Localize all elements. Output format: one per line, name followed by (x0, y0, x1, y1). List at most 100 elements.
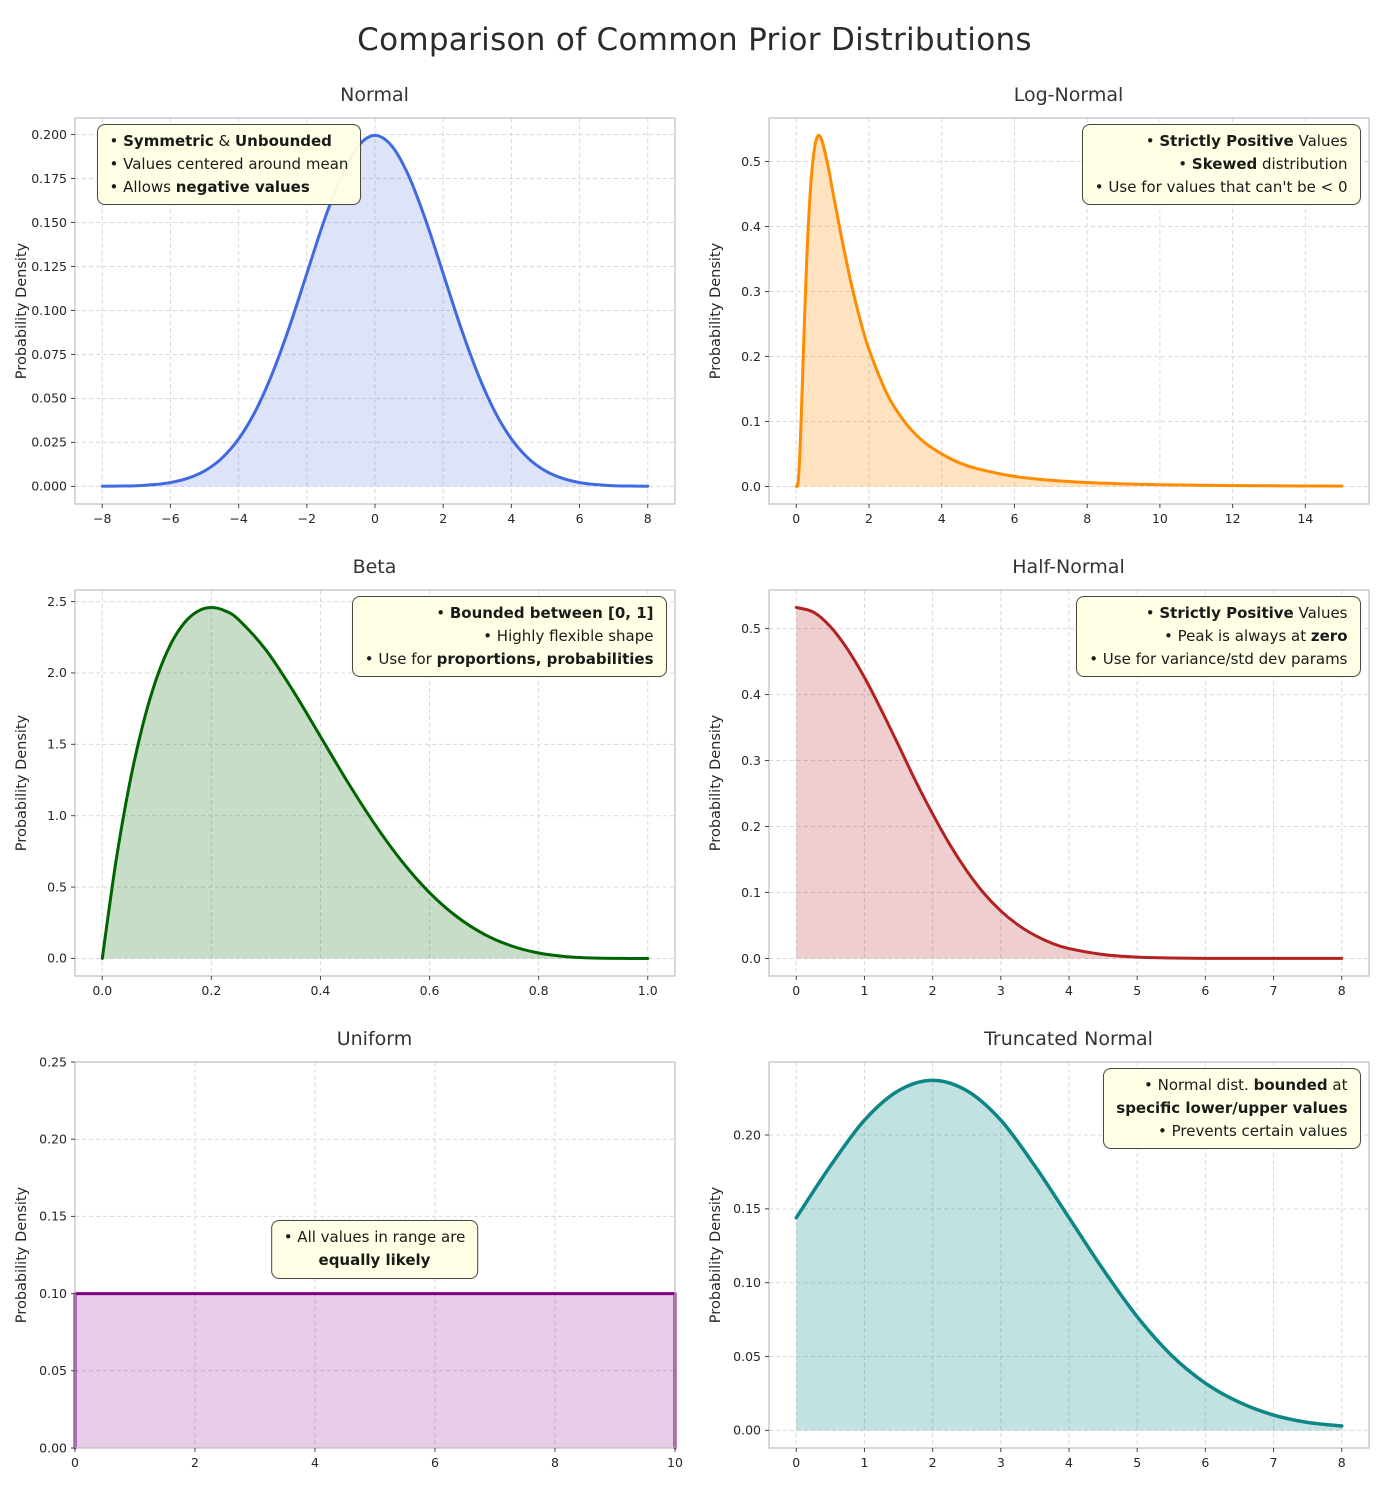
svg-text:0.000: 0.000 (31, 479, 67, 494)
svg-text:0.5: 0.5 (741, 621, 761, 636)
svg-text:0.1: 0.1 (741, 414, 761, 429)
svg-text:8: 8 (551, 1455, 559, 1470)
svg-text:2: 2 (439, 511, 447, 526)
svg-text:0: 0 (792, 1455, 800, 1470)
svg-text:0: 0 (792, 983, 800, 998)
svg-text:6: 6 (1010, 511, 1018, 526)
svg-text:2.0: 2.0 (47, 665, 67, 680)
svg-text:8: 8 (1337, 1455, 1345, 1470)
svg-text:0.200: 0.200 (31, 127, 67, 142)
svg-text:0.0: 0.0 (741, 479, 761, 494)
subplot-title-normal: Normal (340, 84, 409, 106)
svg-text:3: 3 (996, 1455, 1004, 1470)
svg-text:6: 6 (1201, 1455, 1209, 1470)
svg-text:−4: −4 (229, 511, 247, 526)
svg-text:1: 1 (860, 1455, 868, 1470)
svg-text:0.5: 0.5 (47, 879, 67, 894)
svg-text:Probability Density: Probability Density (14, 242, 30, 379)
svg-text:3: 3 (996, 983, 1004, 998)
svg-text:Probability Density: Probability Density (708, 1186, 724, 1323)
subplot-title-half-normal: Half-Normal (1012, 556, 1125, 578)
svg-text:Probability Density: Probability Density (14, 1186, 30, 1323)
svg-text:4: 4 (1065, 1455, 1073, 1470)
svg-text:0.025: 0.025 (31, 435, 67, 450)
svg-text:2: 2 (928, 983, 936, 998)
chart-canvas-truncated-normal: 0 1 2 3 4 5 6 7 8 0.00 0.05 0.10 0.15 0.20 Probability… (708, 1061, 1370, 1470)
chart-canvas-half-normal: 0 1 2 3 4 5 6 7 8 0.0 0.1 0.2 0.3 0.4 0.5 Probability D… (708, 589, 1370, 998)
svg-text:2.5: 2.5 (47, 594, 67, 609)
svg-text:1.0: 1.0 (47, 808, 67, 823)
svg-text:10: 10 (667, 1455, 683, 1470)
subplot-grid: Normal −8 −6 −4 −2 0 2 4 6 8 0.000 0.025 0.050 0.075… (0, 82, 1389, 1482)
plot-area: −8 −6 −4 −2 0 2 4 6 8 0.000 0.025 0.050 0.075 0.100 0.… (11, 108, 687, 538)
svg-text:4: 4 (311, 1455, 319, 1470)
plot-area: 0 2 4 6 8 10 0.00 0.05 0.10 0.15 0.20 0.25 Probabili… (11, 1052, 687, 1482)
svg-text:0.175: 0.175 (31, 171, 67, 186)
chart-canvas-normal: −8 −6 −4 −2 0 2 4 6 8 0.000 0.025 0.050 0.075 0.100 0.… (14, 117, 676, 526)
svg-text:1: 1 (860, 983, 868, 998)
svg-text:0.15: 0.15 (733, 1201, 761, 1216)
plot-area: 0 1 2 3 4 5 6 7 8 0.0 0.1 0.2 0.3 0.4 0.5 Probability D… (705, 580, 1381, 1010)
svg-text:14: 14 (1297, 511, 1313, 526)
svg-text:5: 5 (1133, 1455, 1141, 1470)
svg-text:10: 10 (1151, 511, 1167, 526)
svg-text:8: 8 (1337, 983, 1345, 998)
svg-text:0.050: 0.050 (31, 391, 67, 406)
annotation-box: • Strictly Positive Values • Skewed distr… (1081, 124, 1361, 206)
chart-canvas-beta: 0.0 0.2 0.4 0.6 0.8 1.0 0.0 0.5 1.0 1.5 2.0 2.5 Prob… (14, 589, 676, 998)
svg-text:0.3: 0.3 (741, 753, 761, 768)
svg-text:0.0: 0.0 (47, 951, 67, 966)
svg-text:0.00: 0.00 (733, 1423, 761, 1438)
svg-text:0.5: 0.5 (741, 154, 761, 169)
svg-text:0.10: 0.10 (733, 1275, 761, 1290)
chart-canvas-uniform: 0 2 4 6 8 10 0.00 0.05 0.10 0.15 0.20 0.25 Probabili… (14, 1054, 683, 1470)
svg-text:0.15: 0.15 (39, 1209, 67, 1224)
svg-text:7: 7 (1269, 1455, 1277, 1470)
annotation-box: • Strictly Positive Values • Peak is alwa… (1076, 596, 1361, 678)
annotation-box: • All values in range are equally likely (270, 1220, 479, 1279)
svg-text:0.00: 0.00 (39, 1440, 67, 1455)
svg-text:−2: −2 (297, 511, 315, 526)
svg-text:0.075: 0.075 (31, 347, 67, 362)
plot-area: 0 2 4 6 8 10 12 14 0.0 0.1 0.2 0.3 0.4 0.5 Probability… (705, 108, 1381, 538)
svg-text:0.4: 0.4 (741, 687, 761, 702)
svg-text:0.2: 0.2 (201, 983, 221, 998)
svg-text:0: 0 (792, 511, 800, 526)
svg-text:Probability Density: Probability Density (14, 714, 30, 851)
plot-area: 0 1 2 3 4 5 6 7 8 0.00 0.05 0.10 0.15 0.20 Probability… (705, 1052, 1381, 1482)
svg-text:−8: −8 (93, 511, 111, 526)
svg-text:2: 2 (865, 511, 873, 526)
svg-text:8: 8 (643, 511, 651, 526)
svg-text:0.25: 0.25 (39, 1054, 67, 1069)
subplot-title-beta: Beta (352, 556, 397, 578)
subplot-beta: Beta 0.0 0.2 0.4 0.6 0.8 1.0 0.0 0.5 1.0 1.5 2.0 2.… (1, 554, 695, 1010)
subplot-log-normal: Log-Normal 0 2 4 6 8 10 12 14 0.0 0.1 0.2 0.3 0.4 0.5… (695, 82, 1389, 538)
svg-text:1.5: 1.5 (47, 737, 67, 752)
svg-text:0.6: 0.6 (419, 983, 439, 998)
svg-text:0.2: 0.2 (741, 819, 761, 834)
svg-text:0.4: 0.4 (310, 983, 330, 998)
svg-text:0.3: 0.3 (741, 284, 761, 299)
annotation-box: • Normal dist. bounded at specific lower/… (1103, 1068, 1361, 1150)
svg-text:0.10: 0.10 (39, 1286, 67, 1301)
svg-text:0.0: 0.0 (92, 983, 112, 998)
svg-text:0.20: 0.20 (39, 1132, 67, 1147)
svg-text:0.1: 0.1 (741, 885, 761, 900)
svg-text:1.0: 1.0 (637, 983, 657, 998)
svg-text:8: 8 (1083, 511, 1091, 526)
svg-text:0.20: 0.20 (733, 1127, 761, 1142)
svg-text:2: 2 (191, 1455, 199, 1470)
figure-title: Comparison of Common Prior Distributions (357, 22, 1032, 58)
subplot-truncated-normal: Truncated Normal 0 1 2 3 4 5 6 7 8 0.00 0.05 0.10 0.… (695, 1026, 1389, 1482)
svg-text:5: 5 (1133, 983, 1141, 998)
svg-text:0.8: 0.8 (528, 983, 548, 998)
svg-text:0.2: 0.2 (741, 349, 761, 364)
svg-text:0.150: 0.150 (31, 215, 67, 230)
svg-text:4: 4 (937, 511, 945, 526)
svg-text:0.05: 0.05 (733, 1349, 761, 1364)
svg-text:0.125: 0.125 (31, 259, 67, 274)
svg-text:Probability Density: Probability Density (708, 714, 724, 851)
svg-text:−6: −6 (161, 511, 179, 526)
svg-text:0: 0 (371, 511, 379, 526)
